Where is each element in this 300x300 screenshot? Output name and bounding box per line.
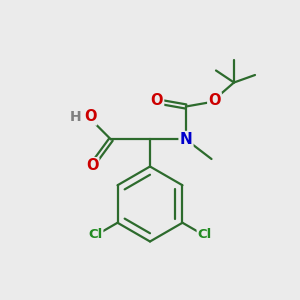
Text: N: N xyxy=(180,132,192,147)
Text: H: H xyxy=(70,110,82,124)
Text: Cl: Cl xyxy=(198,227,212,241)
Text: O: O xyxy=(208,93,221,108)
Text: O: O xyxy=(84,110,96,124)
Text: O: O xyxy=(151,93,163,108)
Text: O: O xyxy=(86,158,98,173)
Text: Cl: Cl xyxy=(88,227,102,241)
